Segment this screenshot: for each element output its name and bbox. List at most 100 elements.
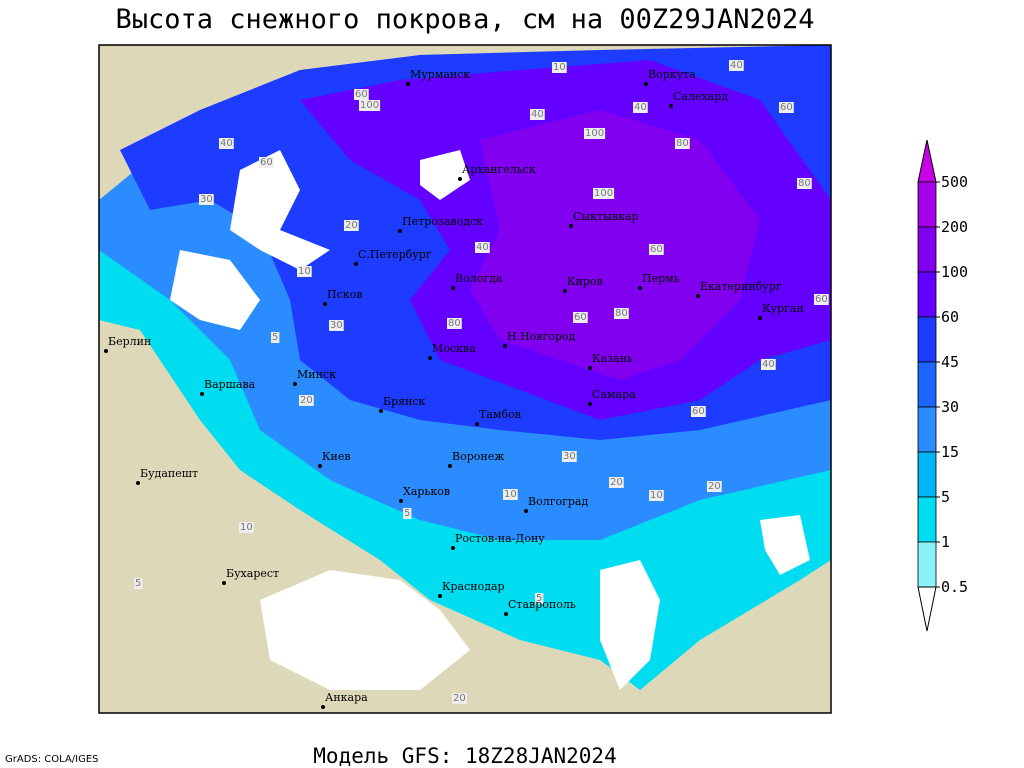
contour-label: 60 <box>815 294 828 305</box>
city-dot <box>451 546 455 550</box>
contour-label-box <box>297 266 312 277</box>
city-label: Салехард <box>673 90 728 103</box>
city-dot <box>503 344 507 348</box>
city-label: Киров <box>567 275 603 288</box>
colorbar-box <box>917 226 937 273</box>
city-dot <box>696 294 700 298</box>
contour-label: 40 <box>220 138 233 149</box>
city-dot <box>398 229 402 233</box>
contour-label: 5 <box>135 578 141 589</box>
city-dot <box>438 594 442 598</box>
city-label: Волгоград <box>528 495 588 508</box>
title: Высота снежного покрова, см на 00Z29JAN2… <box>116 4 815 35</box>
contour-label: 80 <box>676 138 689 149</box>
colorbar: 500 200 100 60 45 30 15 5 1 0.5 <box>917 139 968 632</box>
contour-label: 10 <box>553 62 566 73</box>
contour-label: 20 <box>300 395 313 406</box>
city-label: Сыктывкар <box>573 210 639 223</box>
city-label: Брянск <box>383 395 426 408</box>
contour-label-box <box>199 194 214 205</box>
contour-label-box <box>344 220 359 231</box>
contour-label-box <box>675 138 690 149</box>
city-label: Анкара <box>325 691 368 704</box>
city-dot <box>293 382 297 386</box>
contour-label-box <box>779 102 794 113</box>
city-label: Псков <box>327 288 362 301</box>
contour-label-box <box>814 294 829 305</box>
subtitle: Модель GFS: 18Z28JAN2024 <box>313 744 616 768</box>
contour-label: 100 <box>360 100 379 111</box>
contour-label: 30 <box>563 451 576 462</box>
contour-label: 80 <box>615 308 628 319</box>
white-sea <box>420 150 470 200</box>
map-frame <box>98 44 832 714</box>
contour-label: 10 <box>298 266 311 277</box>
contour-label: 20 <box>345 220 358 231</box>
city-label: Бухарест <box>226 567 279 580</box>
contour-label: 30 <box>330 320 343 331</box>
contour-label-box <box>530 109 545 120</box>
city-dot <box>354 262 358 266</box>
city-dot <box>524 509 528 513</box>
colorbar-box <box>917 316 937 363</box>
contour-label: 60 <box>780 102 793 113</box>
contour-labels: 10 40 60 100 40 60 100 40 80 60 30 20 10… <box>134 60 829 704</box>
contour-label-box <box>649 244 664 255</box>
colorbar-box <box>917 361 937 408</box>
contour-label: 10 <box>504 489 517 500</box>
city-label: Киев <box>322 450 351 463</box>
contour-label: 10 <box>650 490 663 501</box>
contour-label-box <box>475 242 490 253</box>
city-dot <box>638 286 642 290</box>
contour-label-box <box>403 508 412 519</box>
contour-label-box <box>614 308 629 319</box>
contour-label: 20 <box>610 477 623 488</box>
city-dot <box>379 409 383 413</box>
colorbar-box <box>917 406 937 453</box>
city-dot <box>200 392 204 396</box>
colorbar-label: 30 <box>941 398 959 416</box>
city-label: Курган <box>762 302 804 315</box>
contour-label: 60 <box>355 89 368 100</box>
contour-label-box <box>584 128 606 139</box>
contour-label-box <box>359 100 381 111</box>
baltic-sea <box>230 150 330 270</box>
caspian-sea <box>600 560 660 690</box>
city-label: Варшава <box>204 378 256 391</box>
contour-label: 5 <box>404 508 410 519</box>
contour-label: 80 <box>798 178 811 189</box>
colorbar-box <box>917 451 937 498</box>
city-dot <box>323 302 327 306</box>
city-dot <box>399 499 403 503</box>
contour-label-box <box>573 312 588 323</box>
contour-label: 60 <box>260 157 273 168</box>
city-label: Ростов-на-Дону <box>455 532 545 545</box>
contour-label-box <box>503 489 518 500</box>
city-label: Екатеринбург <box>700 280 782 293</box>
city-label: С.Петербург <box>358 248 432 261</box>
city-label: Ставрополь <box>508 598 576 611</box>
contour-label-box <box>535 593 544 604</box>
colorbar-label: 15 <box>941 443 959 461</box>
city-label: Самара <box>592 388 636 401</box>
city-label: Пермь <box>642 272 680 285</box>
colorbar-label: 500 <box>941 173 968 191</box>
colorbar-label: 200 <box>941 218 968 236</box>
city-dot <box>104 349 108 353</box>
city-dot <box>569 224 573 228</box>
contour-label: 100 <box>585 128 604 139</box>
contour-label: 5 <box>536 593 542 604</box>
city-dot <box>451 286 455 290</box>
colorbar-box <box>917 541 937 588</box>
city-label: Архангельск <box>462 163 536 176</box>
contour-label-box <box>649 490 664 501</box>
contour-label: 60 <box>574 312 587 323</box>
city-label: Минск <box>297 368 336 381</box>
city-label: Воронеж <box>452 450 504 463</box>
contour-label: 30 <box>200 194 213 205</box>
city-dot <box>406 82 410 86</box>
contour-label-box <box>452 693 467 704</box>
contour-label: 100 <box>594 188 613 199</box>
contour-label: 5 <box>272 332 278 343</box>
city-dot <box>318 464 322 468</box>
